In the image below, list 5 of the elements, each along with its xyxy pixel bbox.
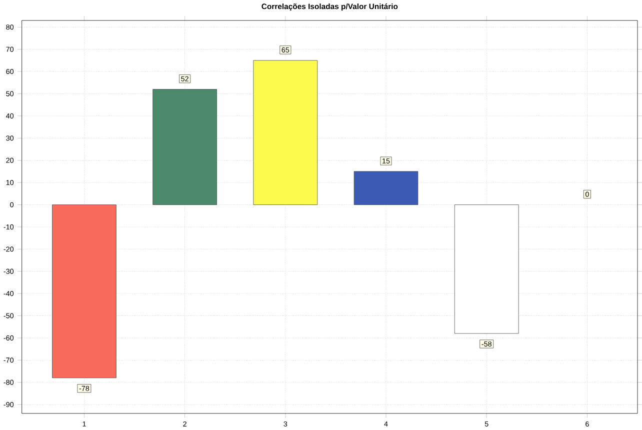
bar bbox=[152, 89, 217, 205]
bar bbox=[454, 204, 519, 334]
bar bbox=[52, 204, 116, 378]
bar bbox=[253, 60, 318, 205]
bar bbox=[354, 171, 418, 205]
